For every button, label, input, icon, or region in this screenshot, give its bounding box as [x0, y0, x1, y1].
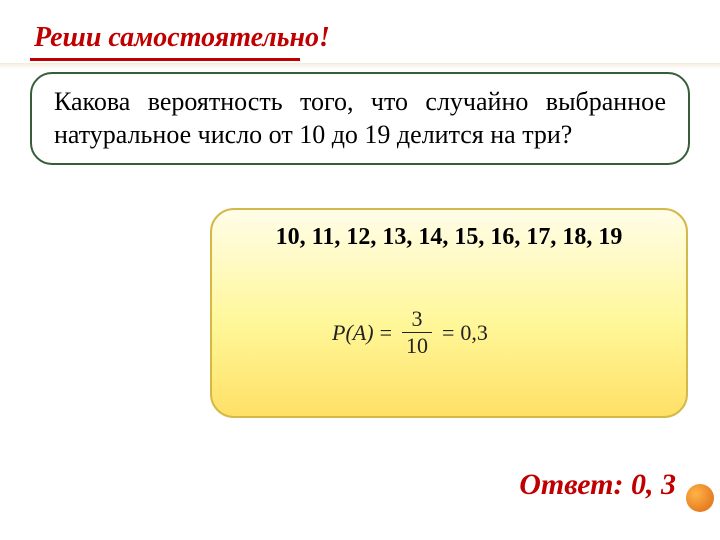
- numbers-list: 10, 11, 12, 13, 14, 15, 16, 17, 18, 19: [230, 224, 668, 251]
- probability-formula: P(A) = 3 10 = 0,3: [332, 308, 488, 357]
- title-underline: [30, 58, 300, 61]
- fraction: 3 10: [402, 308, 432, 357]
- equals-1: =: [380, 320, 392, 346]
- answer-label: Ответ:: [519, 468, 623, 501]
- solution-box: 10, 11, 12, 13, 14, 15, 16, 17, 18, 19 P…: [210, 208, 688, 418]
- formula-result: 0,3: [460, 320, 488, 346]
- top-accent-bar: [0, 63, 720, 69]
- denominator: 10: [402, 332, 432, 357]
- corner-decoration: [686, 484, 714, 512]
- answer-line: Ответ: 0, 3: [519, 468, 676, 502]
- answer-value: 0, 3: [631, 468, 676, 501]
- problem-box: Какова вероятность того, что случайно вы…: [30, 72, 690, 165]
- formula-lhs: P(A): [332, 320, 374, 346]
- equals-2: =: [442, 320, 454, 346]
- problem-text: Какова вероятность того, что случайно вы…: [54, 86, 666, 151]
- numerator: 3: [407, 308, 426, 332]
- page-title: Реши самостоятельно!: [34, 22, 330, 54]
